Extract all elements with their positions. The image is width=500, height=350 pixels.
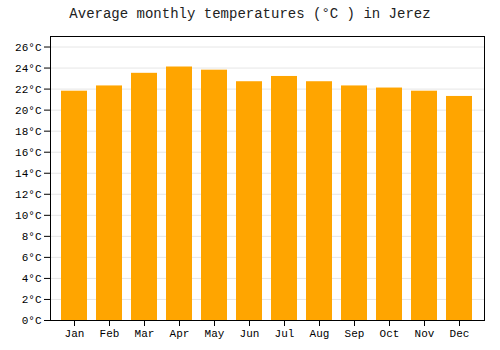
svg-text:8°C: 8°C xyxy=(22,231,42,243)
svg-text:0°C: 0°C xyxy=(22,315,42,327)
svg-text:26°C: 26°C xyxy=(15,42,42,54)
html-text:Average monthly temperatures (: Average monthly temperatures (°C ) in Je… xyxy=(69,6,431,22)
svg-text:14°C: 14°C xyxy=(15,168,42,180)
svg-text:Mar: Mar xyxy=(135,328,155,340)
svg-text:18°C: 18°C xyxy=(15,126,42,138)
svg-text:22°C: 22°C xyxy=(15,84,42,96)
svg-text:Jul: Jul xyxy=(275,328,295,340)
svg-text:Jun: Jun xyxy=(240,328,260,340)
svg-text:Aug: Aug xyxy=(310,328,330,340)
svg-text:Nov: Nov xyxy=(415,328,435,340)
svg-text:2°C: 2°C xyxy=(22,294,42,306)
svg-text:20°C: 20°C xyxy=(15,105,42,117)
svg-text:10°C: 10°C xyxy=(15,210,42,222)
svg-text:Feb: Feb xyxy=(100,328,120,340)
svg-text:Sep: Sep xyxy=(345,328,365,340)
svg-text:16°C: 16°C xyxy=(15,147,42,159)
svg-text:6°C: 6°C xyxy=(22,252,42,264)
svg-text:24°C: 24°C xyxy=(15,63,42,75)
svg-text:May: May xyxy=(205,328,225,340)
svg-text:12°C: 12°C xyxy=(15,189,42,201)
svg-text:Apr: Apr xyxy=(170,328,190,340)
svg-text:Jan: Jan xyxy=(65,328,85,340)
svg-text:4°C: 4°C xyxy=(22,273,42,285)
svg-text:Dec: Dec xyxy=(450,328,470,340)
svg-text:Oct: Oct xyxy=(380,328,400,340)
